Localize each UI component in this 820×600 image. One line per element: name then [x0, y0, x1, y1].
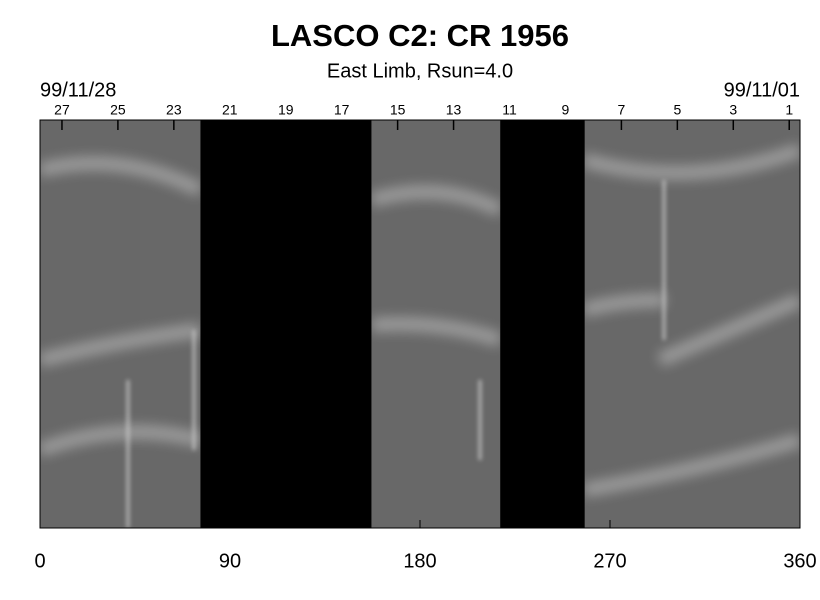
- x-tick-label: 90: [219, 550, 241, 572]
- chart-title: LASCO C2: CR 1956: [271, 18, 569, 53]
- x-tick-label: 0: [34, 550, 45, 572]
- synoptic-image: [40, 120, 800, 528]
- top-tick-label: 9: [562, 102, 570, 118]
- x-tick-label: 360: [783, 550, 816, 572]
- top-tick-label: 7: [618, 102, 626, 118]
- x-tick-label: 270: [593, 550, 626, 572]
- top-tick-label: 5: [673, 102, 681, 118]
- top-tick-label: 17: [334, 102, 350, 118]
- top-tick-label: 23: [166, 102, 182, 118]
- top-tick-label: 25: [110, 102, 126, 118]
- data-gap: [200, 120, 372, 528]
- start-date: 99/11/28: [40, 79, 116, 101]
- top-tick-label: 15: [390, 102, 406, 118]
- chart-subtitle: East Limb, Rsun=4.0: [327, 60, 513, 82]
- top-tick-label: 13: [446, 102, 462, 118]
- top-tick-label: 1: [785, 102, 793, 118]
- top-tick-label: 19: [278, 102, 294, 118]
- top-tick-label: 27: [54, 102, 70, 118]
- data-gap: [500, 120, 585, 528]
- top-tick-label: 21: [222, 102, 238, 118]
- top-tick-label: 3: [729, 102, 737, 118]
- end-date: 99/11/01: [724, 79, 800, 101]
- top-tick-label: 11: [502, 102, 517, 118]
- x-tick-label: 180: [403, 550, 436, 572]
